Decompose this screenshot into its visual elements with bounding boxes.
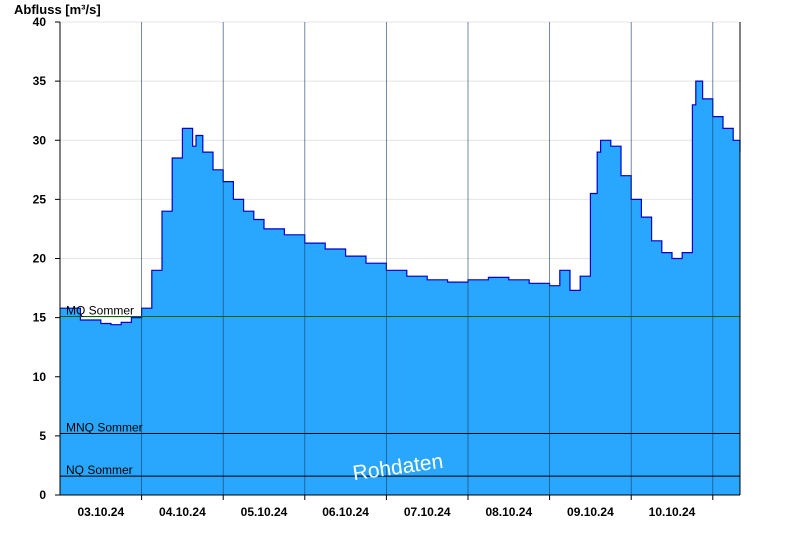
- x-tick-label: 10.10.24: [649, 505, 696, 519]
- x-tick-label: 03.10.24: [77, 505, 124, 519]
- x-axis-ticks: 03.10.24 04.10.24 05.10.24 06.10.24 07.10.24…: [77, 495, 714, 519]
- y-tick-label: 0: [39, 488, 46, 502]
- y-tick-label: 10: [33, 370, 47, 384]
- x-tick-label: 09.10.24: [567, 505, 614, 519]
- y-tick-label: 20: [33, 252, 47, 266]
- x-tick-label: 05.10.24: [241, 505, 288, 519]
- x-tick-label: 04.10.24: [159, 505, 206, 519]
- y-tick-label: 15: [33, 311, 47, 325]
- discharge-area: [60, 81, 740, 495]
- x-tick-label: 07.10.24: [404, 505, 451, 519]
- discharge-line: [60, 80, 741, 326]
- y-axis-label: Abfluss [m³/s]: [14, 2, 101, 17]
- reference-line-label: MQ Sommer: [66, 303, 134, 317]
- y-tick-label: 25: [33, 192, 47, 206]
- x-tick-label: 06.10.24: [322, 505, 369, 519]
- reference-lines: MQ Sommer MNQ Sommer NQ Sommer: [60, 303, 740, 477]
- reference-line-label: NQ Sommer: [66, 463, 133, 477]
- y-tick-label: 35: [33, 74, 47, 88]
- y-tick-label: 40: [33, 15, 47, 29]
- day-separator-lines: [141, 22, 714, 495]
- y-tick-label: 5: [39, 429, 46, 443]
- y-axis-ticks: 0 5 10 15 20 25 30 35 40: [33, 15, 60, 502]
- y-tick-label: 30: [33, 133, 47, 147]
- x-tick-label: 08.10.24: [485, 505, 532, 519]
- reference-line-label: MNQ Sommer: [66, 421, 143, 435]
